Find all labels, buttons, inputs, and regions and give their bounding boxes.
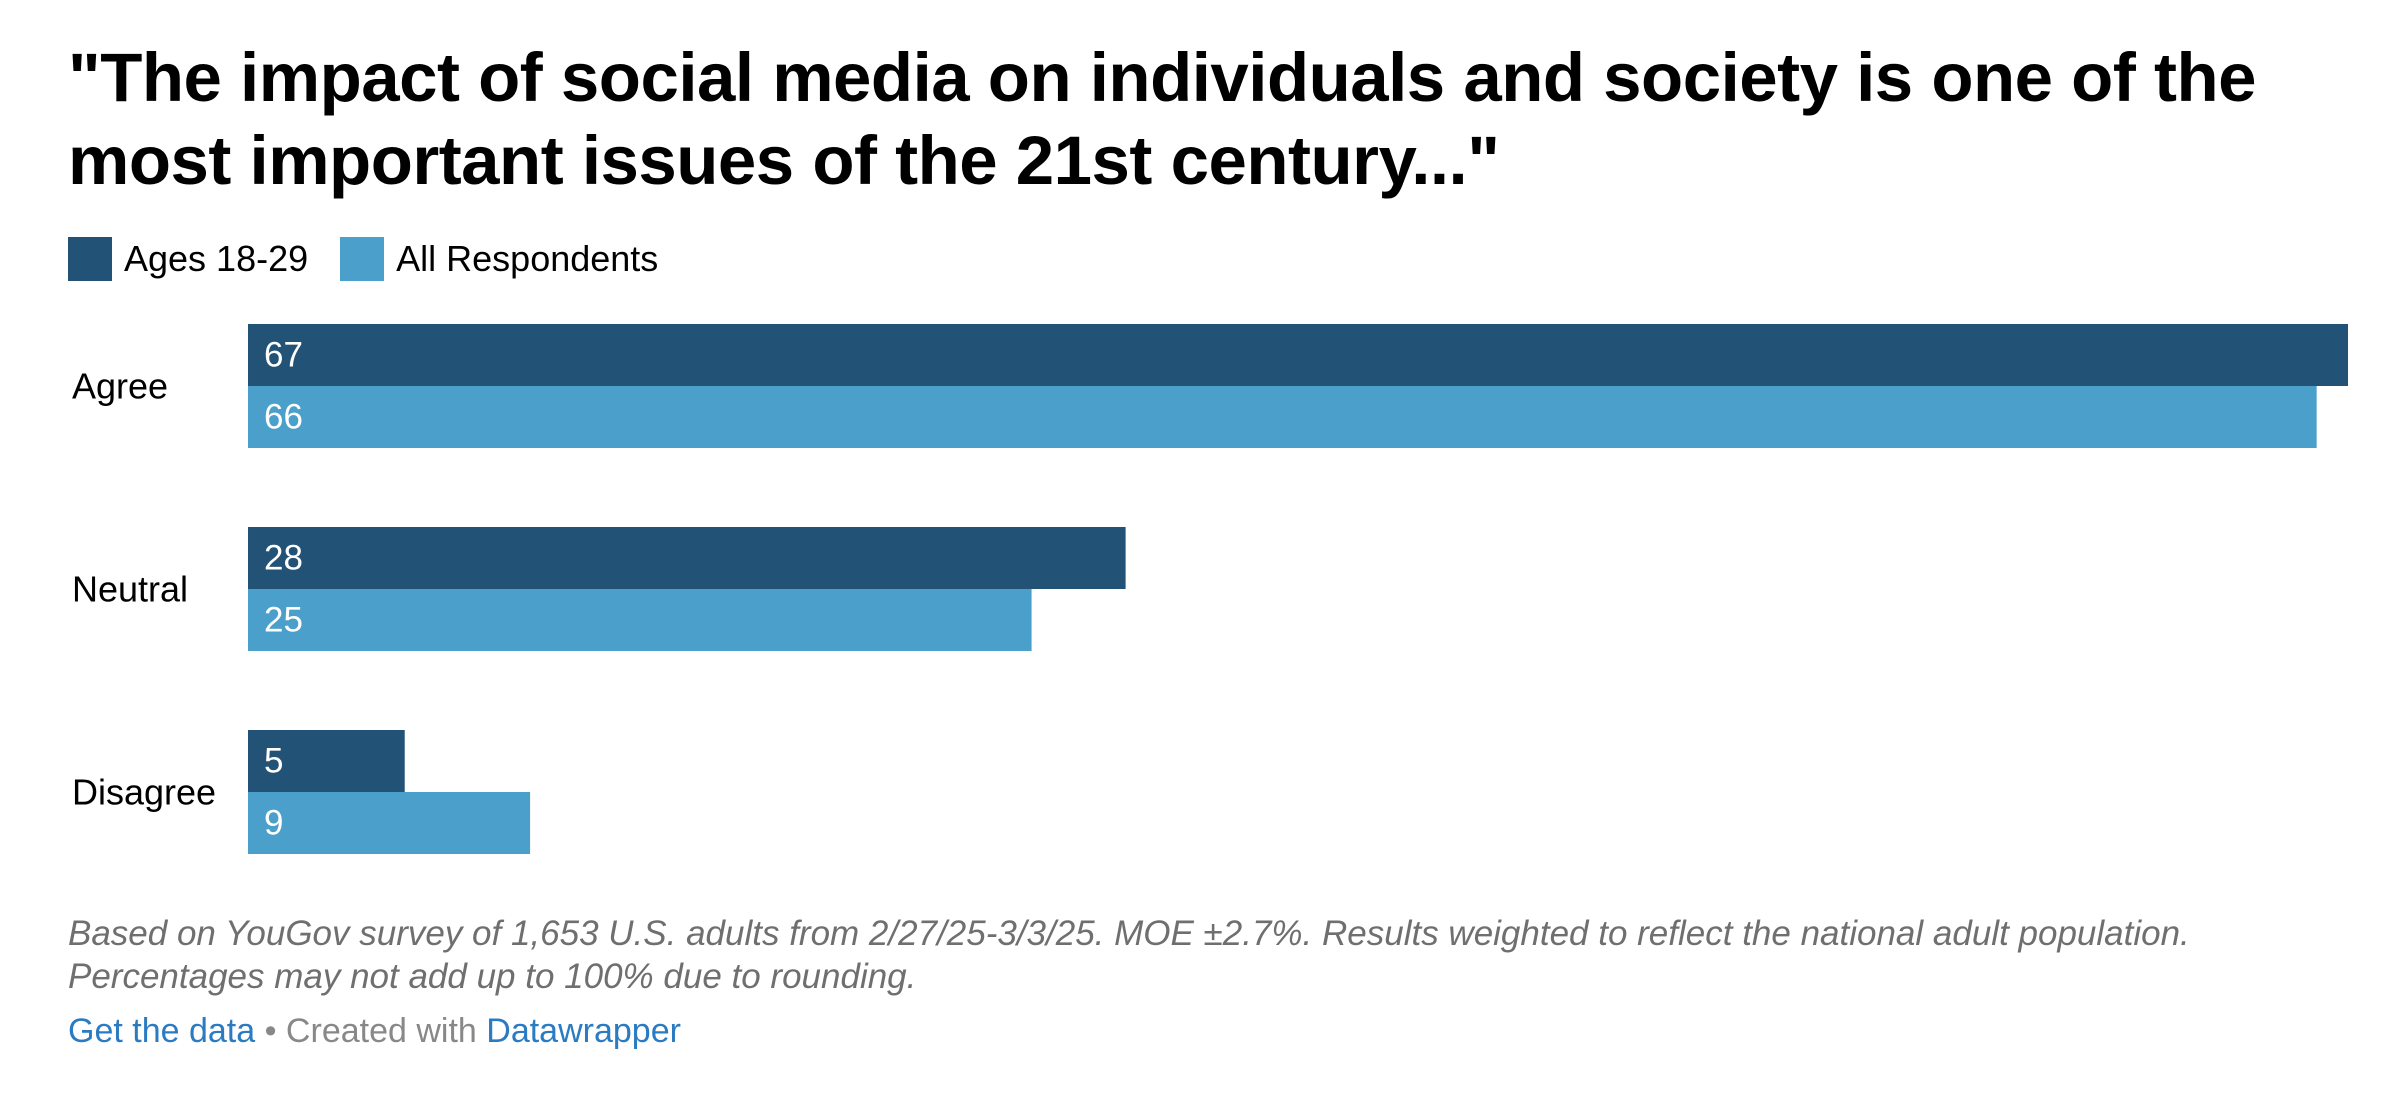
legend: Ages 18-29 All Respondents bbox=[68, 236, 690, 282]
value-label-neutral-ages-18-29: 28 bbox=[264, 539, 303, 578]
value-label-agree-ages-18-29: 67 bbox=[264, 336, 303, 375]
bar-neutral-ages-18-29 bbox=[248, 527, 1126, 589]
category-label-disagree: Disagree bbox=[72, 772, 216, 813]
legend-label-all-respondents: All Respondents bbox=[396, 238, 659, 279]
bar-chart: Agree 67 66 Neutral 28 25 Disagree 5 9 bbox=[72, 324, 2348, 854]
legend-item-all-respondents: All Respondents bbox=[340, 237, 658, 281]
category-label-neutral: Neutral bbox=[72, 569, 188, 610]
bar-agree-ages-18-29 bbox=[248, 324, 2348, 386]
legend-item-ages-18-29: Ages 18-29 bbox=[68, 237, 308, 281]
value-label-agree-all-respondents: 66 bbox=[264, 398, 303, 437]
legend-label-ages-18-29: Ages 18-29 bbox=[124, 238, 309, 279]
bar-disagree-ages-18-29 bbox=[248, 730, 405, 792]
chart-footer: Get the data • Created with Datawrapper bbox=[68, 1012, 681, 1051]
chart-title: "The impact of social media on individua… bbox=[68, 39, 2256, 199]
get-the-data-link[interactable]: Get the data bbox=[68, 1012, 256, 1050]
footer-separator: • Created with bbox=[255, 1012, 487, 1050]
bar-agree-all-respondents bbox=[248, 386, 2317, 448]
legend-swatch-all-respondents bbox=[340, 237, 385, 281]
bar-disagree-all-respondents bbox=[248, 792, 531, 854]
value-label-disagree-ages-18-29: 5 bbox=[264, 742, 283, 781]
legend-swatch-ages-18-29 bbox=[68, 237, 112, 281]
datawrapper-link[interactable]: Datawrapper bbox=[486, 1012, 681, 1050]
chart-notes: Based on YouGov survey of 1,653 U.S. adu… bbox=[68, 914, 2190, 996]
value-label-neutral-all-respondents: 25 bbox=[264, 601, 303, 640]
category-label-agree: Agree bbox=[72, 366, 168, 407]
value-label-disagree-all-respondents: 9 bbox=[264, 804, 283, 843]
bar-neutral-all-respondents bbox=[248, 589, 1032, 651]
